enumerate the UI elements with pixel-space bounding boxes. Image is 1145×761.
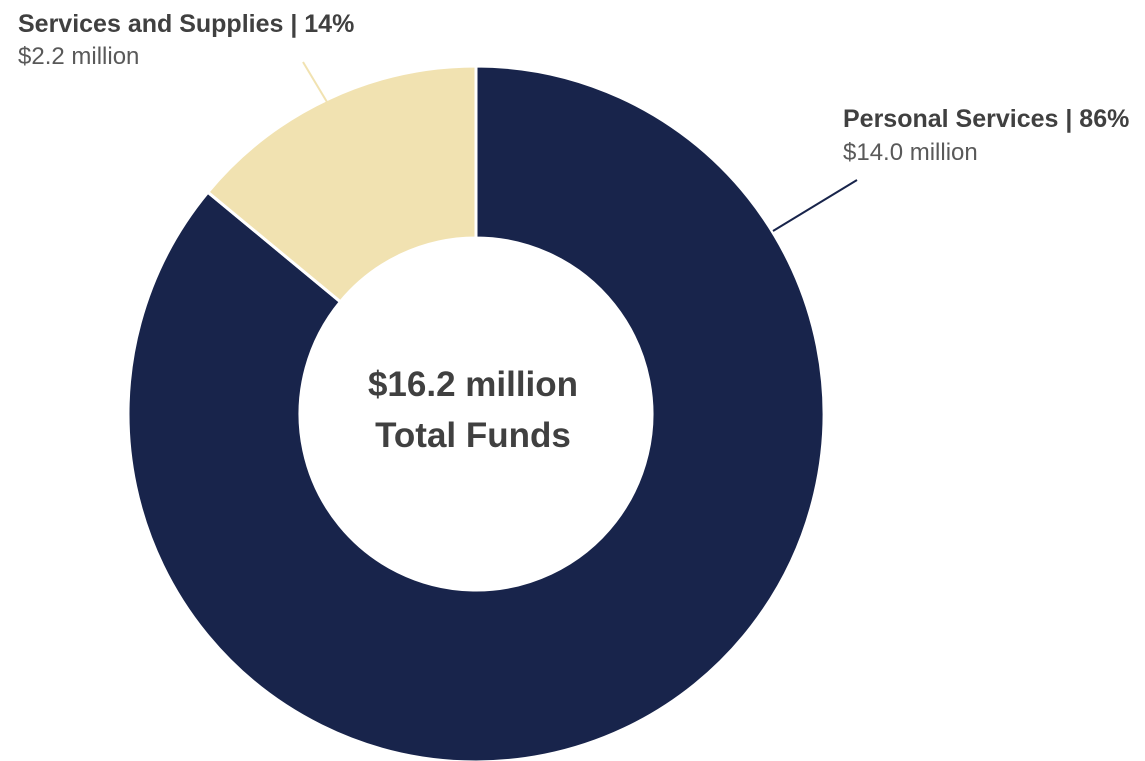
slice-personal-services — [126, 64, 826, 761]
label-services-and-supplies-title: Services and Supplies | 14% — [18, 10, 354, 38]
label-personal-services-title: Personal Services | 86% — [843, 105, 1129, 133]
label-services-and-supplies-amount: $2.2 million — [18, 43, 139, 70]
leader-line-personal-services — [772, 179, 858, 232]
donut-slices — [126, 64, 826, 761]
slice-services-and-supplies — [205, 64, 478, 304]
label-personal-services-amount: $14.0 million — [843, 139, 978, 166]
center-label-caption: Total Funds — [375, 416, 571, 455]
leader-line-services-and-supplies — [302, 61, 328, 103]
center-label-total: $16.2 million — [368, 365, 578, 404]
